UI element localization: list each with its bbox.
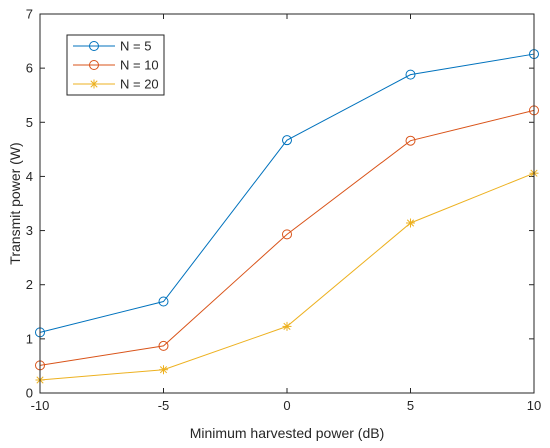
ticks: -10 -5 0 5 10 0 1 2 3 4 5 6 7 (26, 7, 541, 414)
data-point (159, 365, 168, 375)
series-3 (35, 168, 539, 385)
y-axis-label: Transmit power (W) (7, 142, 23, 264)
x-tick-label: 10 (527, 398, 541, 413)
legend-items: N = 5 N = 10 N = 20 (73, 39, 159, 92)
legend-item: N = 5 (73, 39, 151, 54)
data-point (405, 135, 416, 146)
series-line (39, 53, 535, 333)
y-tick-label: 0 (26, 386, 33, 401)
x-tick-label: 5 (407, 398, 414, 413)
y-tick-label: 4 (26, 169, 33, 184)
y-tick-label: 3 (26, 223, 33, 238)
legend-marker (89, 79, 99, 89)
legend-label: N = 10 (120, 58, 159, 73)
x-tick-label: 0 (283, 398, 290, 413)
data-point (158, 340, 169, 351)
data-point (282, 135, 292, 146)
data-point (282, 229, 292, 240)
legend-marker (89, 60, 99, 70)
legend-label: N = 20 (120, 77, 159, 92)
data-point (406, 218, 415, 228)
series-line (39, 109, 535, 366)
x-tick-label: -10 (31, 398, 50, 413)
y-tick-label: 1 (26, 331, 33, 346)
data-point (282, 321, 292, 331)
legend-item: N = 10 (73, 58, 159, 73)
data-point (158, 296, 169, 307)
legend-label: N = 5 (120, 39, 151, 54)
x-axis-label: Minimum harvested power (dB) (190, 425, 385, 441)
legend-item: N = 20 (73, 77, 159, 92)
y-tick-label: 5 (26, 115, 33, 130)
y-tick-label: 7 (26, 7, 33, 22)
x-tick-label: -5 (158, 398, 170, 413)
plot-frame (39, 13, 535, 394)
legend: N = 5 N = 10 N = 20 (66, 34, 165, 96)
legend-marker (89, 41, 99, 51)
y-tick-label: 2 (26, 277, 33, 292)
y-tick-label: 6 (26, 61, 33, 76)
data-point (405, 69, 416, 80)
